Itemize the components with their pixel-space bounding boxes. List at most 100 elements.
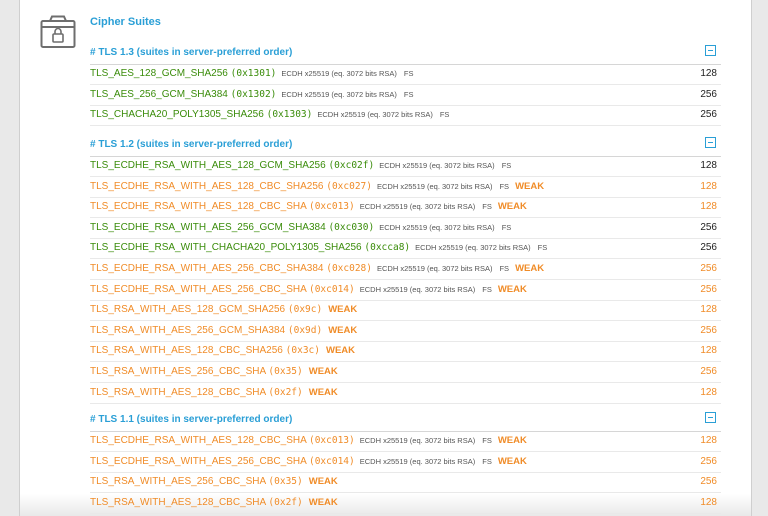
tls-group-label: # TLS 1.2 (suites in server-preferred or… [90, 139, 293, 150]
cipher-suite-row: TLS_RSA_WITH_AES_256_GCM_SHA384 (0x9d) WE… [90, 321, 721, 342]
cipher-code: (0x2f) [268, 386, 303, 398]
weak-badge: WEAK [328, 304, 358, 316]
cipher-suite-name: TLS_CHACHA20_POLY1305_SHA256 (0x1303) ECD… [90, 109, 449, 120]
cipher-name: TLS_RSA_WITH_AES_256_CBC_SHA [90, 366, 266, 377]
weak-badge: WEAK [515, 263, 545, 274]
weak-badge: WEAK [497, 455, 527, 467]
cipher-code: (0x1301) [230, 68, 277, 79]
cipher-suite-row: TLS_ECDHE_RSA_WITH_AES_128_CBC_SHA (0xc0… [90, 197, 721, 219]
cipher-name: TLS_RSA_WITH_AES_128_CBC_SHA [90, 496, 266, 508]
cipher-code: (0x2f) [268, 496, 303, 508]
forward-secrecy-flag: FS [499, 264, 510, 273]
cipher-name: TLS_RSA_WITH_AES_128_CBC_SHA [90, 386, 266, 398]
cipher-suite-row: TLS_ECDHE_RSA_WITH_AES_256_CBC_SHA384 (0… [90, 259, 721, 280]
key-exchange-info: ECDH x25519 (eq. 3072 bits RSA) [359, 202, 476, 212]
weak-badge: WEAK [308, 386, 338, 398]
collapse-minus-icon[interactable] [705, 412, 716, 423]
cipher-suite-name: TLS_RSA_WITH_AES_128_CBC_SHA (0x2f) WEAK [90, 387, 338, 398]
cipher-code: (0xc030) [328, 221, 375, 233]
cipher-suite-row: TLS_RSA_WITH_AES_256_CBC_SHA (0x35) WEAK 2… [90, 472, 721, 494]
key-bits-value: 256 [700, 109, 717, 121]
tls-group-header: # TLS 1.3 (suites in server-preferred or… [90, 44, 721, 65]
cipher-name: TLS_ECDHE_RSA_WITH_AES_256_CBC_SHA [90, 455, 307, 467]
cipher-suite-name: TLS_ECDHE_RSA_WITH_CHACHA20_POLY1305_SHA… [90, 242, 547, 253]
key-bits-value: 256 [700, 455, 717, 467]
cipher-code: (0x1303) [266, 109, 313, 121]
key-bits-value: 128 [700, 160, 717, 171]
key-bits-value: 256 [700, 476, 717, 488]
cipher-suite-name: TLS_AES_128_GCM_SHA256 (0x1301) ECDH x255… [90, 68, 413, 79]
forward-secrecy-flag: FS [482, 202, 492, 212]
cipher-suite-name: TLS_ECDHE_RSA_WITH_AES_128_GCM_SHA256 (0… [90, 160, 511, 171]
forward-secrecy-flag: FS [482, 456, 492, 466]
cipher-suite-name: TLS_RSA_WITH_AES_256_CBC_SHA (0x35) WEAK [90, 476, 338, 487]
key-exchange-info: ECDH x25519 (eq. 3072 bits RSA) [359, 436, 476, 445]
cipher-suite-name: TLS_RSA_WITH_AES_128_GCM_SHA256 (0x9c) WE… [90, 304, 357, 315]
key-exchange-info: ECDH x25519 (eq. 3072 bits RSA) [359, 284, 476, 294]
cipher-suite-row: TLS_ECDHE_RSA_WITH_AES_128_CBC_SHA256 (0… [90, 177, 721, 198]
cipher-name: TLS_ECDHE_RSA_WITH_AES_128_CBC_SHA256 [90, 180, 324, 192]
weak-badge: WEAK [308, 366, 338, 377]
forward-secrecy-flag: FS [501, 161, 512, 170]
key-bits-value: 256 [700, 324, 717, 336]
cipher-code: (0xc027) [326, 180, 372, 192]
cipher-suite-row: TLS_ECDHE_RSA_WITH_CHACHA20_POLY1305_SHA… [90, 238, 721, 260]
cipher-name: TLS_ECDHE_RSA_WITH_AES_256_CBC_SHA [90, 283, 307, 295]
key-exchange-info: ECDH x25519 (eq. 3072 bits RSA) [359, 456, 476, 466]
cipher-name: TLS_ECDHE_RSA_WITH_AES_128_CBC_SHA [90, 201, 307, 213]
forward-secrecy-flag: FS [403, 89, 414, 99]
cipher-name: TLS_AES_128_GCM_SHA256 [90, 68, 228, 79]
cipher-suites-panel: Cipher Suites # TLS 1.3 (suites in serve… [19, 0, 752, 516]
collapse-minus-icon[interactable] [705, 45, 716, 56]
tls-group-header: # TLS 1.1 (suites in server-preferred or… [90, 411, 721, 432]
key-exchange-info: ECDH x25519 (eq. 3072 bits RSA) [281, 69, 397, 78]
cipher-suite-row: TLS_ECDHE_RSA_WITH_AES_256_CBC_SHA (0xc0… [90, 452, 721, 473]
cipher-suite-name: TLS_ECDHE_RSA_WITH_AES_256_GCM_SHA384 (0… [90, 222, 511, 233]
cipher-code: (0x35) [268, 476, 303, 488]
cipher-suite-name: TLS_RSA_WITH_AES_256_CBC_SHA (0x35) WEAK [90, 366, 338, 377]
forward-secrecy-flag: FS [482, 284, 492, 294]
cipher-suite-row: TLS_ECDHE_RSA_WITH_AES_128_CBC_SHA (0xc0… [90, 431, 721, 452]
cipher-suite-name: TLS_ECDHE_RSA_WITH_AES_256_CBC_SHA384 (0… [90, 263, 544, 274]
collapse-minus-icon[interactable] [705, 137, 716, 148]
cipher-name: TLS_CHACHA20_POLY1305_SHA256 [90, 109, 264, 121]
key-exchange-info: ECDH x25519 (eq. 3072 bits RSA) [379, 161, 495, 170]
cipher-suite-row: TLS_RSA_WITH_AES_128_CBC_SHA (0x2f) WEAK 1… [90, 493, 721, 514]
weak-badge: WEAK [497, 283, 527, 295]
forward-secrecy-flag: FS [482, 436, 492, 445]
cipher-name: TLS_RSA_WITH_AES_256_GCM_SHA384 [90, 324, 286, 336]
cipher-suite-name: TLS_RSA_WITH_AES_128_CBC_SHA256 (0x3c) WE… [90, 345, 355, 356]
key-bits-value: 256 [700, 88, 717, 100]
cipher-suite-name: TLS_ECDHE_RSA_WITH_AES_128_CBC_SHA (0xc0… [90, 201, 527, 212]
tls-group-label: # TLS 1.3 (suites in server-preferred or… [90, 47, 293, 58]
cipher-suite-row: TLS_RSA_WITH_AES_128_GCM_SHA256 (0x9c) WE… [90, 300, 721, 322]
cipher-code: (0x35) [268, 366, 303, 377]
lock-icon [40, 15, 76, 48]
cipher-name: TLS_ECDHE_RSA_WITH_AES_256_CBC_SHA384 [90, 263, 324, 274]
key-exchange-info: ECDH x25519 (eq. 3072 bits RSA) [415, 243, 531, 253]
cipher-suite-name: TLS_RSA_WITH_AES_256_GCM_SHA384 (0x9d) WE… [90, 325, 357, 336]
cipher-name: TLS_ECDHE_RSA_WITH_CHACHA20_POLY1305_SHA… [90, 242, 362, 254]
cipher-code: (0x3c) [285, 345, 320, 357]
key-bits-value: 256 [700, 283, 717, 295]
cipher-suite-name: TLS_RSA_WITH_AES_128_CBC_SHA (0x2f) WEAK [90, 497, 338, 508]
key-bits-value: 128 [700, 304, 717, 316]
cipher-code: (0xc013) [308, 201, 355, 213]
cipher-suite-name: TLS_ECDHE_RSA_WITH_AES_256_CBC_SHA (0xc0… [90, 456, 527, 467]
cipher-code: (0xcca8) [364, 242, 411, 254]
key-bits-value: 256 [700, 221, 717, 233]
cipher-suite-name: TLS_AES_256_GCM_SHA384 (0x1302) ECDH x255… [90, 89, 413, 100]
forward-secrecy-flag: FS [501, 222, 512, 232]
forward-secrecy-flag: FS [537, 243, 548, 253]
cipher-code: (0xc02f) [328, 160, 375, 171]
key-exchange-info: ECDH x25519 (eq. 3072 bits RSA) [376, 181, 493, 191]
weak-badge: WEAK [515, 180, 545, 192]
key-exchange-info: ECDH x25519 (eq. 3072 bits RSA) [317, 110, 433, 120]
cipher-suite-name: TLS_ECDHE_RSA_WITH_AES_256_CBC_SHA (0xc0… [90, 284, 527, 295]
forward-secrecy-flag: FS [499, 181, 510, 191]
key-bits-value: 128 [700, 435, 717, 446]
cipher-suite-row: TLS_RSA_WITH_AES_128_CBC_SHA (0x2f) WEAK 1… [90, 383, 721, 404]
cipher-name: TLS_ECDHE_RSA_WITH_AES_128_GCM_SHA256 [90, 160, 326, 171]
cipher-suite-row: TLS_ECDHE_RSA_WITH_AES_256_GCM_SHA384 (0… [90, 218, 721, 239]
key-bits-value: 128 [700, 180, 717, 192]
